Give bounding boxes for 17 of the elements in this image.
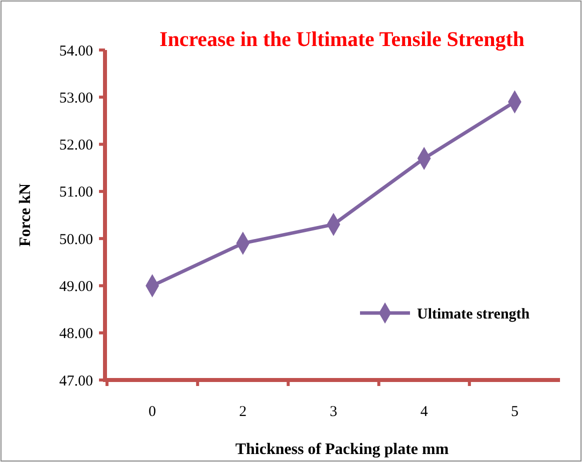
y-tick-label: 48.00: [59, 326, 93, 342]
chart-title: Increase in the Ultimate Tensile Strength: [160, 27, 525, 51]
y-tick-label: 49.00: [59, 278, 93, 295]
y-axis-title: Force kN: [17, 182, 34, 247]
x-tick-label: 5: [510, 404, 518, 420]
x-tick-label: 2: [239, 404, 247, 420]
y-tick-label: 50.00: [59, 232, 93, 248]
y-tick-label: 47.00: [59, 373, 93, 390]
y-tick-label: 54.00: [59, 43, 93, 60]
x-tick-label: 4: [420, 404, 428, 420]
x-tick-label: 0: [148, 404, 156, 420]
legend-label: Ultimate strength: [417, 306, 530, 322]
x-tick-label: 3: [330, 404, 338, 420]
y-tick-label: 53.00: [59, 90, 93, 106]
y-tick-label: 51.00: [59, 184, 93, 201]
x-axis-title: Thickness of Packing plate mm: [235, 441, 450, 458]
y-tick-label: 52.00: [59, 138, 93, 154]
